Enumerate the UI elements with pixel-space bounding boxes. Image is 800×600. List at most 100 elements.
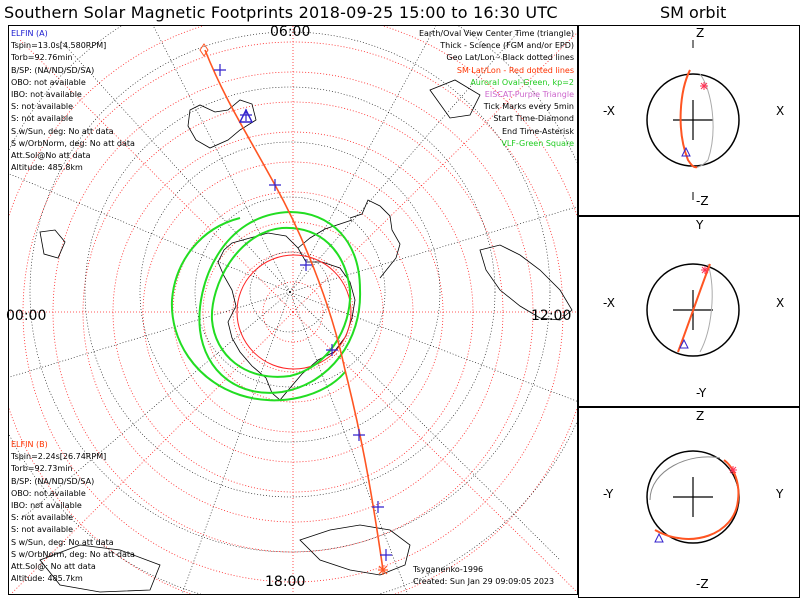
- info-line: B/SP: (NA/ND/SD/SA): [11, 476, 95, 486]
- info-line: Altitude: 485.7km: [11, 574, 83, 584]
- info-line: Att.Sol@No att data: [11, 151, 91, 161]
- panel2-right-label: X: [776, 296, 785, 310]
- tick-mark: [300, 259, 312, 271]
- orbit-panel-3-plot: [646, 450, 740, 544]
- info-line: S w/Sun, deg: No att data: [11, 537, 114, 547]
- info-line: B/SP: (NA/ND/SD/SA): [11, 65, 95, 75]
- panel1-bottom-label: -Z: [696, 194, 709, 208]
- legend-item: Thick - Science (FGM and/or EPD): [440, 41, 574, 51]
- legend-item: SM Lat/Lon - Red dotted lines: [456, 65, 574, 75]
- info-line: Tspin=2.24s[26.74RPM]: [11, 452, 107, 462]
- orbit-triangle: [681, 146, 691, 157]
- orbit-asterisk: [729, 466, 737, 474]
- panel1-top-label: Z: [696, 26, 705, 40]
- tick-mark: [326, 344, 338, 356]
- info-line: S w/OrbNorm, deg: No att data: [11, 138, 135, 148]
- elfin-a-info: ELFIN (A) Tspin=13.0s[4.580RPM] Torb=92.…: [11, 28, 135, 174]
- legend-item: Auroral Oval-Green, kp=2: [470, 77, 574, 87]
- auroral-oval: [170, 210, 362, 402]
- australia: [187, 99, 257, 149]
- map-frame: [8, 25, 578, 595]
- end-asterisk: [378, 565, 388, 575]
- info-line: Torb=92.73min: [11, 464, 73, 474]
- legend: Earth/Oval View Center Time (triangle) T…: [314, 28, 574, 150]
- geo-grid: [9, 26, 577, 594]
- eiscat-triangle: [238, 108, 254, 123]
- info-line: OBO: not available: [11, 488, 86, 498]
- tick-mark: [353, 429, 365, 441]
- info-line: IBO: not available: [11, 90, 82, 100]
- tick-mark: [269, 179, 281, 191]
- panel3-top-label: Z: [696, 409, 705, 423]
- orbit-red: [679, 69, 698, 169]
- info-line: IBO: not available: [11, 501, 82, 511]
- legend-item: Earth/Oval View Center Time (triangle): [418, 29, 574, 38]
- info-line: Tspin=13.0s[4.580RPM]: [11, 41, 107, 51]
- model-name: Tsyganenko-1996: [413, 565, 484, 574]
- info-line: Att.Sol@: No att data: [11, 562, 96, 572]
- legend-item: EISCAT-Purple Triangle: [484, 90, 574, 100]
- elfin-b-name: ELFIN (B): [11, 440, 48, 449]
- time-label-bottom: 18:00: [265, 574, 306, 590]
- orbit-gray: [649, 456, 721, 501]
- elfin-b-info: ELFIN (B) Tspin=2.24s[26.74RPM] Torb=92.…: [11, 439, 135, 585]
- legend-item: Start Time-Diamond: [493, 114, 574, 124]
- sm-orbit-title: SM orbit: [660, 3, 727, 22]
- panel1-right-label: X: [776, 104, 785, 118]
- legend-item: Geo Lat/Lon - Black dotted lines: [446, 53, 574, 63]
- orbit-gray: [699, 263, 713, 353]
- info-line: OBO: not available: [11, 77, 86, 87]
- created-timestamp: Created: Sun Jan 29 09:09:05 2023: [413, 577, 555, 587]
- info-line: S: not available: [11, 513, 74, 523]
- time-label-left: 00:00: [6, 308, 47, 324]
- new-zealand: [39, 229, 66, 259]
- page-title: Southern Solar Magnetic Footprints 2018-…: [4, 3, 558, 22]
- orbit-triangle: [654, 532, 664, 543]
- time-label-right: 12:00: [531, 308, 572, 324]
- info-line: Altitude: 485.8km: [11, 163, 83, 173]
- tick-mark: [214, 64, 226, 76]
- info-line: S: not available: [11, 525, 74, 535]
- legend-item: VLF-Green Square: [501, 138, 574, 148]
- tick-mark: [380, 549, 392, 561]
- footer: Tsyganenko-1996 Created: Sun Jan 29 09:0…: [413, 564, 554, 588]
- tick-mark: [372, 501, 384, 513]
- panel3-left-label: -Y: [603, 487, 614, 501]
- orbit-gray: [693, 73, 714, 168]
- info-line: S: not available: [11, 114, 74, 124]
- panel3-bottom-label: -Z: [696, 577, 709, 591]
- earth-circle: [646, 263, 740, 357]
- orbit-panel-2-plot: [646, 263, 740, 357]
- info-line: Torb=92.76min: [11, 53, 73, 63]
- panel1-left-label: -X: [603, 104, 615, 118]
- antarctic-peninsula: [297, 219, 353, 249]
- southern-landmass: [299, 524, 411, 576]
- orbit-triangle: [679, 338, 689, 349]
- panel2-top-label: Y: [696, 218, 704, 232]
- panel2-left-label: -X: [603, 296, 615, 310]
- info-line: S: not available: [11, 102, 74, 112]
- sm-pole-circle: [236, 254, 352, 370]
- info-line: S w/Sun, deg: No att data: [11, 126, 114, 136]
- info-line: S w/OrbNorm, deg: No att data: [11, 549, 135, 559]
- panel2-bottom-label: -Y: [696, 386, 707, 400]
- orbit-asterisk: [701, 266, 709, 274]
- orbit-asterisk: [700, 82, 708, 90]
- legend-item: End Time-Asterisk: [501, 126, 574, 136]
- start-diamond: [199, 43, 209, 57]
- upper-right-coast: [429, 79, 481, 119]
- outer-oval: [170, 217, 346, 402]
- legend-item: Tick Marks every 5min: [483, 102, 574, 112]
- orbit-red: [654, 459, 740, 540]
- time-label-top: 06:00: [270, 24, 311, 40]
- lower-left-landmass: [39, 544, 161, 593]
- elfin-a-name: ELFIN (A): [11, 29, 48, 38]
- south-america: [349, 199, 401, 279]
- coastlines: [39, 79, 573, 593]
- panel3-right-label: Y: [776, 487, 784, 501]
- antarctica-outline: [217, 232, 356, 401]
- orbit-panel-1-plot: [646, 40, 740, 200]
- africa: [479, 244, 573, 321]
